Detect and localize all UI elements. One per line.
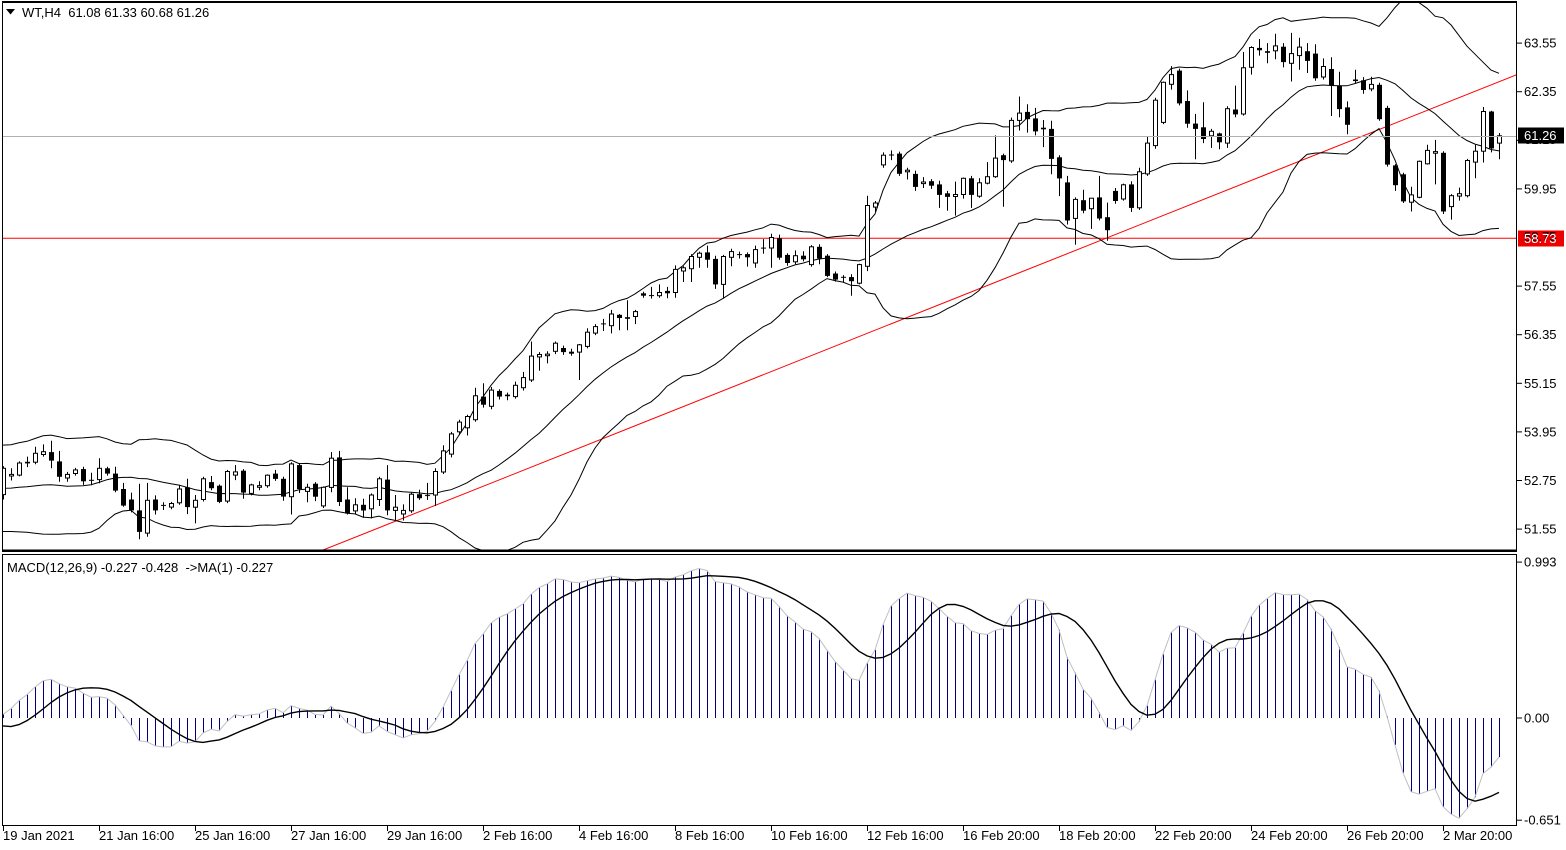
svg-text:55.15: 55.15 — [1524, 376, 1557, 391]
svg-text:29 Jan 16:00: 29 Jan 16:00 — [387, 828, 462, 843]
svg-text:10 Feb 16:00: 10 Feb 16:00 — [771, 828, 848, 843]
svg-text:62.35: 62.35 — [1524, 84, 1557, 99]
svg-text:27 Jan 16:00: 27 Jan 16:00 — [291, 828, 366, 843]
svg-text:12 Feb 16:00: 12 Feb 16:00 — [867, 828, 944, 843]
svg-text:57.55: 57.55 — [1524, 279, 1557, 294]
svg-text:-0.651: -0.651 — [1524, 813, 1561, 828]
svg-text:26 Feb 20:00: 26 Feb 20:00 — [1347, 828, 1424, 843]
svg-text:24 Feb 20:00: 24 Feb 20:00 — [1251, 828, 1328, 843]
svg-text:4 Feb 16:00: 4 Feb 16:00 — [579, 828, 648, 843]
svg-text:0.993: 0.993 — [1524, 555, 1557, 570]
svg-text:59.95: 59.95 — [1524, 181, 1557, 196]
svg-text:51.55: 51.55 — [1524, 522, 1557, 537]
svg-text:61.26: 61.26 — [1524, 128, 1557, 143]
svg-text:MACD(12,26,9) -0.227 -0.428 -: MACD(12,26,9) -0.227 -0.428 ->MA(1) -0.2… — [7, 560, 273, 575]
svg-text:21 Jan 16:00: 21 Jan 16:00 — [99, 828, 174, 843]
svg-text:0.00: 0.00 — [1524, 711, 1549, 726]
svg-text:19 Jan 2021: 19 Jan 2021 — [3, 828, 75, 843]
svg-text:53.95: 53.95 — [1524, 424, 1557, 439]
svg-text:2 Mar 20:00: 2 Mar 20:00 — [1443, 828, 1512, 843]
svg-text:25 Jan 16:00: 25 Jan 16:00 — [195, 828, 270, 843]
svg-text:58.75: 58.75 — [1524, 229, 1557, 244]
svg-text:58.73: 58.73 — [1524, 231, 1557, 246]
svg-text:52.75: 52.75 — [1524, 473, 1557, 488]
svg-text:56.35: 56.35 — [1524, 327, 1557, 342]
svg-text:61.15: 61.15 — [1524, 132, 1557, 147]
svg-text:18 Feb 20:00: 18 Feb 20:00 — [1059, 828, 1136, 843]
svg-text:63.55: 63.55 — [1524, 36, 1557, 51]
svg-text:8 Feb 16:00: 8 Feb 16:00 — [675, 828, 744, 843]
svg-text:WT,H4 61.08 61.33 60.68 61.26: WT,H4 61.08 61.33 60.68 61.26 — [22, 5, 209, 20]
svg-text:22 Feb 20:00: 22 Feb 20:00 — [1155, 828, 1232, 843]
svg-text:2 Feb 16:00: 2 Feb 16:00 — [483, 828, 552, 843]
svg-text:16 Feb 20:00: 16 Feb 20:00 — [963, 828, 1040, 843]
